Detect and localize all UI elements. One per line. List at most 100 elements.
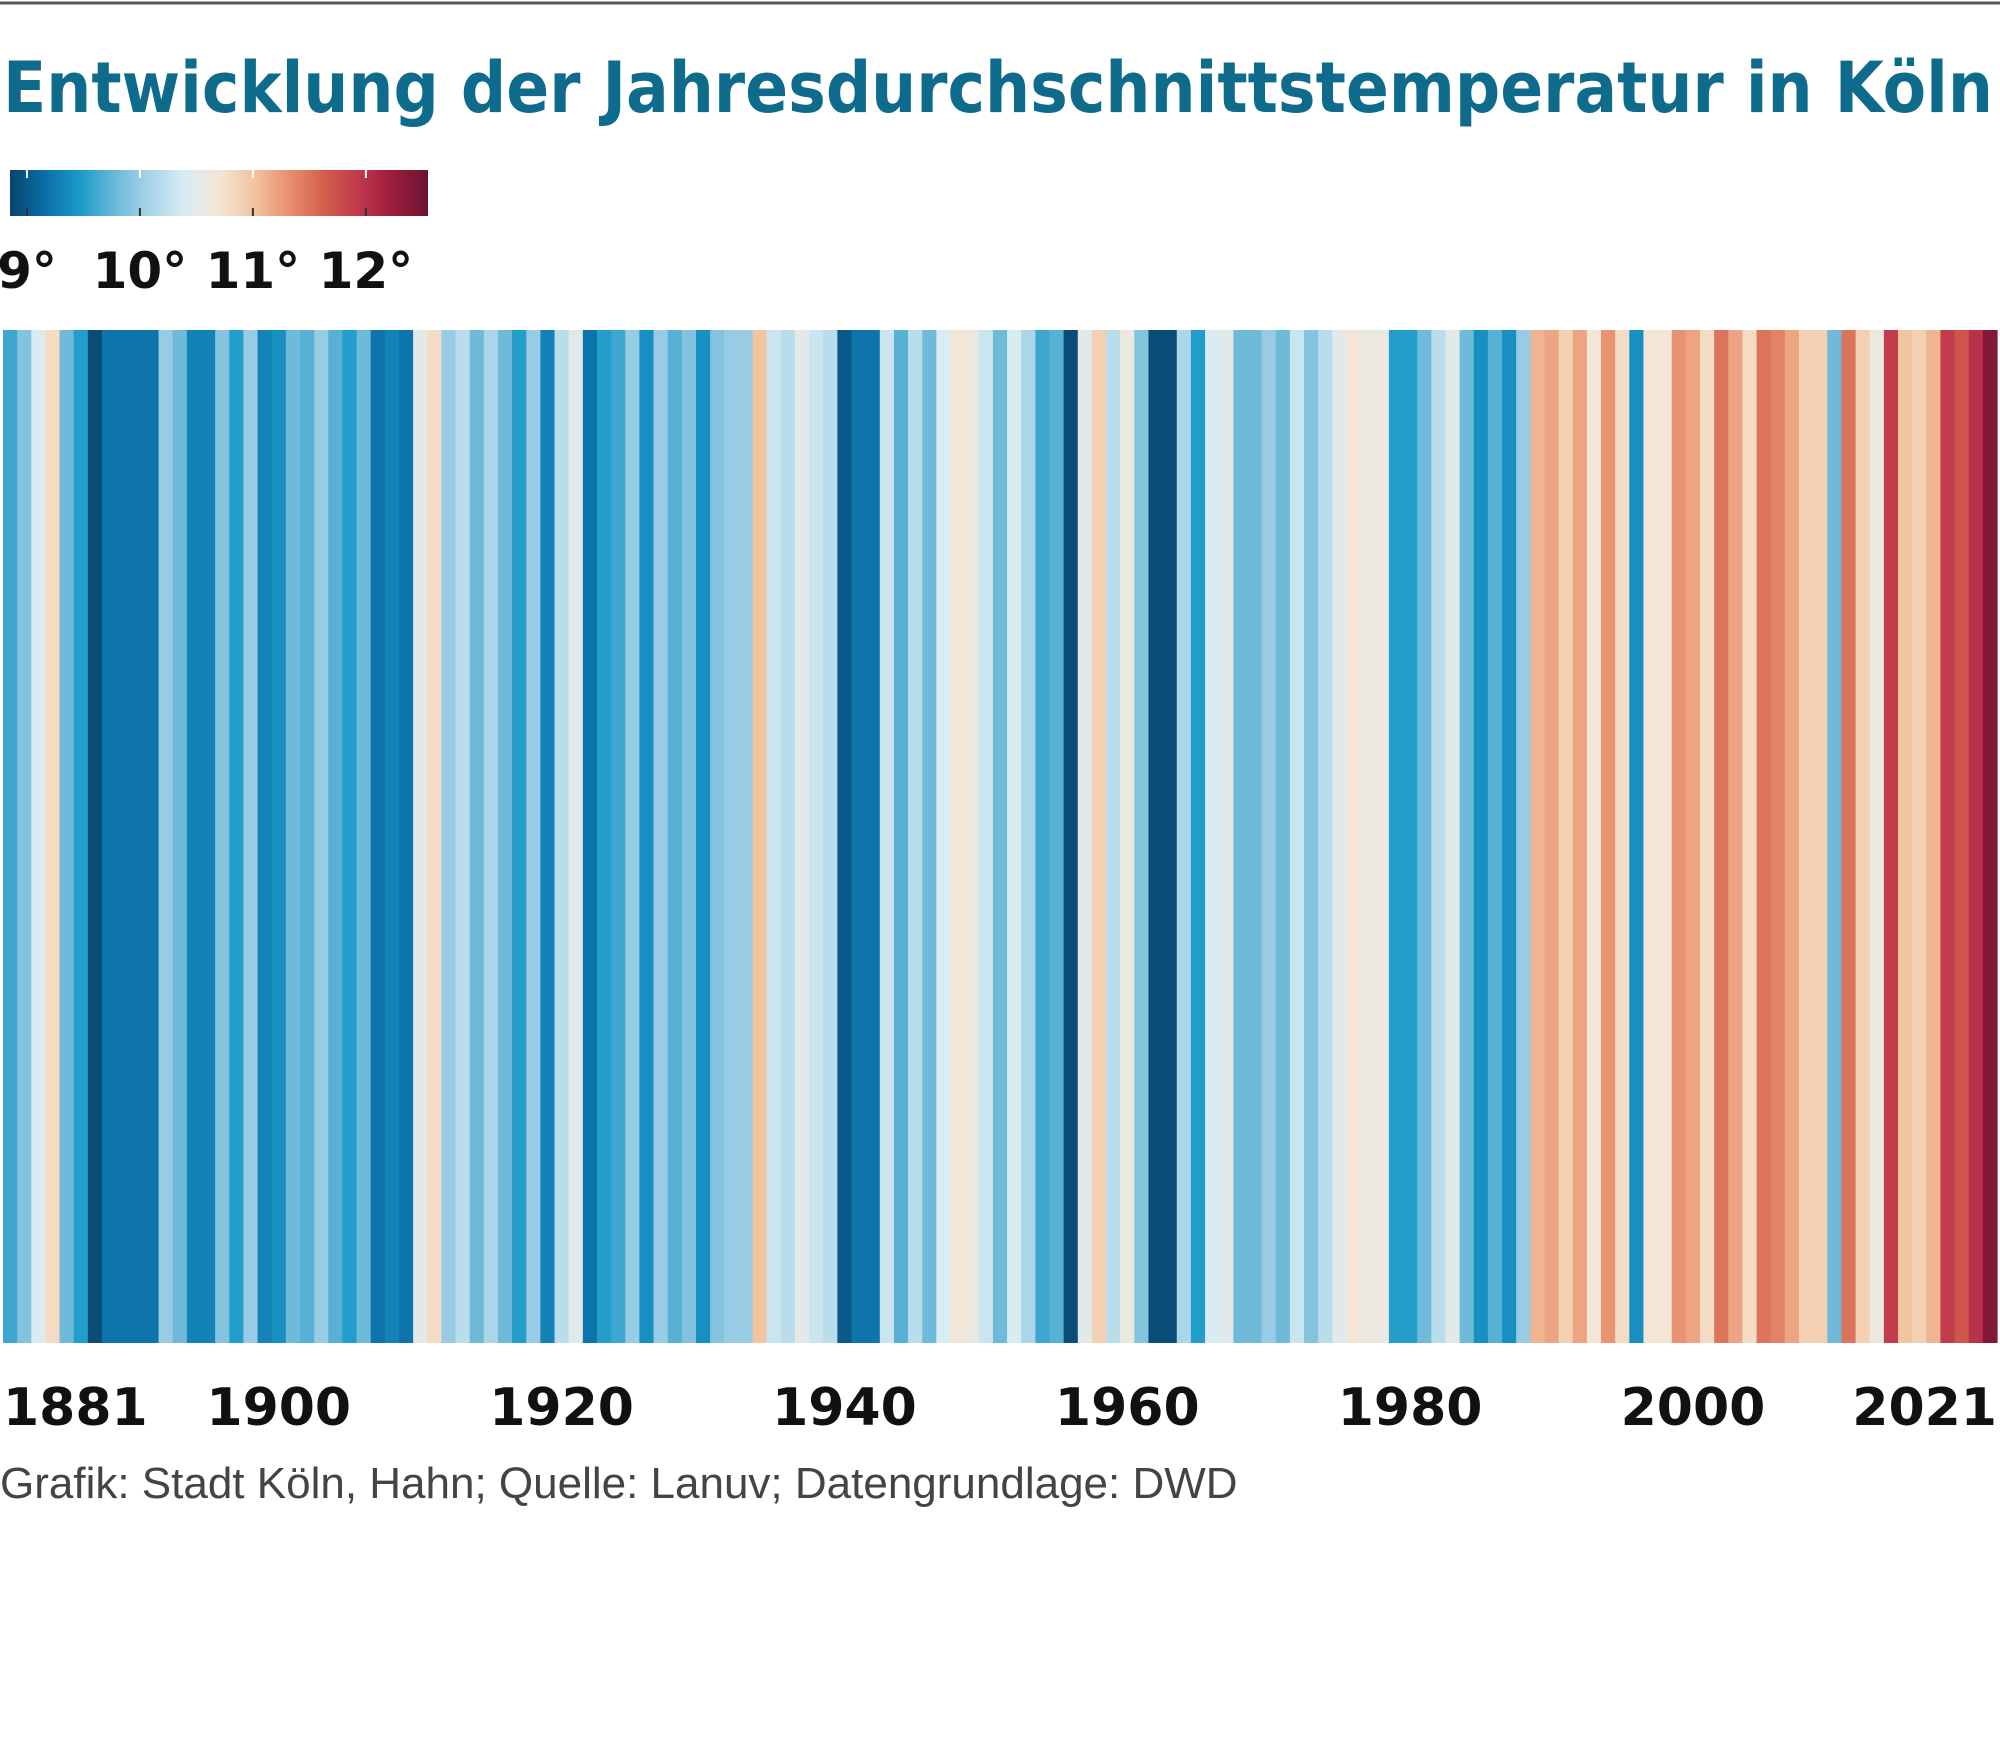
stripe bbox=[809, 330, 824, 1343]
stripe bbox=[964, 330, 980, 1343]
stripe bbox=[497, 330, 513, 1343]
stripe bbox=[766, 330, 782, 1343]
stripe bbox=[413, 330, 428, 1343]
stripe bbox=[144, 330, 160, 1343]
stripe bbox=[1374, 330, 1390, 1343]
stripe bbox=[1586, 330, 1602, 1343]
stripe bbox=[1431, 330, 1447, 1343]
stripe bbox=[738, 330, 754, 1343]
stripe bbox=[1190, 330, 1206, 1343]
stripe bbox=[1502, 330, 1517, 1343]
stripe bbox=[851, 330, 867, 1343]
stripe bbox=[1799, 330, 1814, 1343]
stripe bbox=[936, 330, 952, 1343]
stripe bbox=[1784, 330, 1800, 1343]
stripe bbox=[992, 330, 1008, 1343]
stripe bbox=[1954, 330, 1970, 1343]
stripe bbox=[342, 330, 358, 1343]
stripe bbox=[398, 330, 414, 1343]
stripe bbox=[130, 330, 146, 1343]
stripe bbox=[101, 330, 117, 1343]
stripe bbox=[596, 330, 612, 1343]
stripe bbox=[1403, 330, 1418, 1343]
stripe bbox=[1176, 330, 1192, 1343]
stripe bbox=[1091, 330, 1107, 1343]
stripe bbox=[200, 330, 216, 1343]
stripe bbox=[1855, 330, 1871, 1343]
stripe bbox=[823, 330, 838, 1343]
stripe bbox=[1346, 330, 1362, 1343]
stripe bbox=[1643, 330, 1659, 1343]
stripe bbox=[1134, 330, 1150, 1343]
stripe bbox=[215, 330, 230, 1343]
stripe bbox=[1516, 330, 1531, 1343]
stripe bbox=[1685, 330, 1701, 1343]
color-bar bbox=[10, 170, 428, 216]
stripe bbox=[1558, 330, 1574, 1343]
stripe bbox=[3, 330, 18, 1343]
stripe bbox=[384, 330, 400, 1343]
stripe bbox=[1473, 330, 1489, 1343]
stripe bbox=[1459, 330, 1475, 1343]
stripe bbox=[483, 330, 499, 1343]
stripe bbox=[1728, 330, 1744, 1343]
stripe bbox=[45, 330, 61, 1343]
stripe bbox=[978, 330, 994, 1343]
stripe bbox=[257, 330, 273, 1343]
stripe bbox=[611, 330, 626, 1343]
stripe bbox=[1021, 330, 1036, 1343]
stripe bbox=[1770, 330, 1786, 1343]
stripe bbox=[455, 330, 471, 1343]
stripe bbox=[186, 330, 202, 1343]
stripe bbox=[879, 330, 895, 1343]
stripe bbox=[1530, 330, 1546, 1343]
x-tick-label: 1940 bbox=[772, 1378, 917, 1438]
stripe bbox=[1883, 330, 1899, 1343]
stripe bbox=[1940, 330, 1956, 1343]
stripe bbox=[17, 330, 32, 1343]
stripe bbox=[1487, 330, 1503, 1343]
stripe bbox=[1233, 330, 1249, 1343]
stripe bbox=[865, 330, 881, 1343]
stripe bbox=[724, 330, 739, 1343]
stripe bbox=[512, 330, 527, 1343]
stripe bbox=[1700, 330, 1715, 1343]
stripe bbox=[271, 330, 287, 1343]
stripe bbox=[582, 330, 598, 1343]
stripe bbox=[314, 330, 329, 1343]
stripe bbox=[328, 330, 344, 1343]
stripe bbox=[229, 330, 245, 1343]
stripe bbox=[356, 330, 372, 1343]
stripe bbox=[1657, 330, 1673, 1343]
stripe bbox=[1601, 330, 1616, 1343]
x-tick-label: 1920 bbox=[489, 1378, 634, 1438]
chart-title: Entwicklung der Jahresdurchschnittstempe… bbox=[3, 47, 1993, 129]
stripe bbox=[526, 330, 541, 1343]
stripe bbox=[695, 330, 711, 1343]
stripe bbox=[441, 330, 457, 1343]
stripe bbox=[1813, 330, 1828, 1343]
stripe bbox=[427, 330, 442, 1343]
stripe bbox=[908, 330, 923, 1343]
stripe bbox=[370, 330, 386, 1343]
x-tick-label: 1881 bbox=[3, 1378, 148, 1438]
stripe bbox=[950, 330, 966, 1343]
stripe bbox=[285, 330, 301, 1343]
x-tick-label: 1980 bbox=[1338, 1378, 1483, 1438]
stripe bbox=[837, 330, 853, 1343]
x-tick-label: 2021 bbox=[1852, 1378, 1997, 1438]
stripe bbox=[1869, 330, 1885, 1343]
stripe bbox=[922, 330, 937, 1343]
stripe bbox=[554, 330, 570, 1343]
stripe bbox=[1615, 330, 1630, 1343]
stripe bbox=[1912, 330, 1927, 1343]
stripe bbox=[116, 330, 131, 1343]
stripe bbox=[1544, 330, 1560, 1343]
stripe bbox=[1926, 330, 1942, 1343]
stripe bbox=[752, 330, 768, 1343]
stripe bbox=[1671, 330, 1687, 1343]
color-tick-label: 11° bbox=[206, 242, 301, 300]
stripe bbox=[59, 330, 75, 1343]
x-tick-label: 1900 bbox=[206, 1378, 351, 1438]
